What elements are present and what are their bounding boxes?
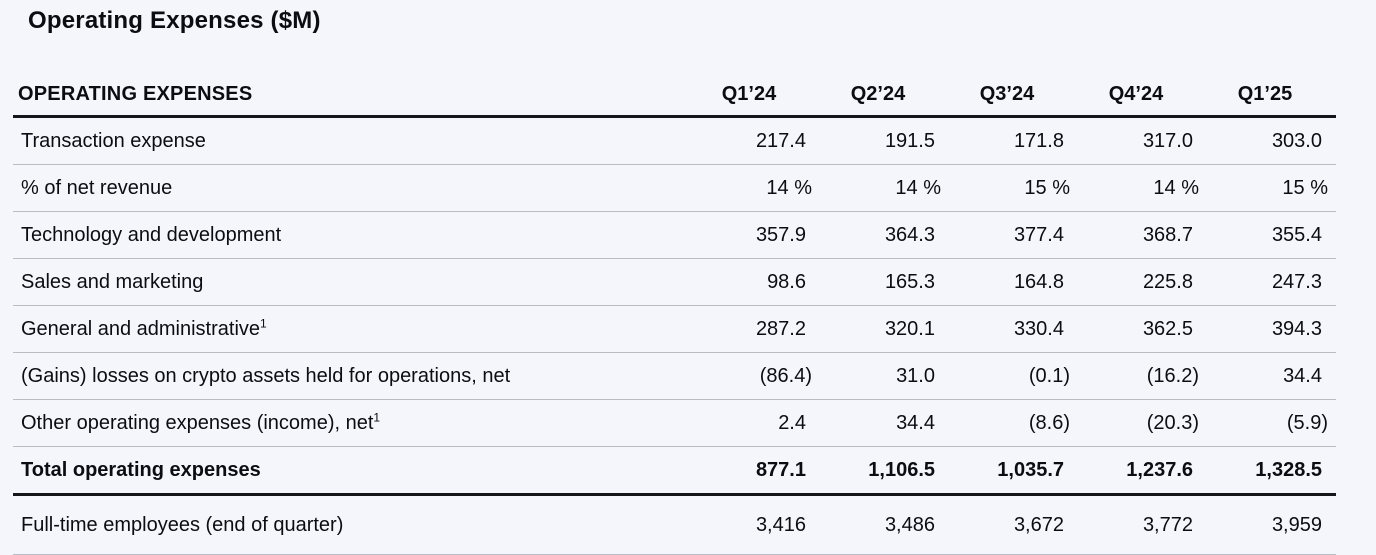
value-cell: (86.4)	[759, 364, 812, 387]
value-cell: 191.5	[884, 129, 935, 152]
value-cell: 15 %	[1282, 176, 1328, 199]
value-cell: 877.1	[755, 458, 806, 481]
value-cell: 1,035.7	[997, 458, 1064, 481]
value-cell: 362.5	[1142, 317, 1193, 340]
table-row: Total operating expenses 877.1 1,106.5 1,03…	[13, 447, 1336, 495]
value-cell: 394.3	[1271, 317, 1322, 340]
row-label: % of net revenue	[21, 176, 173, 199]
table-body: Transaction expense 217.4 191.5 171.8 317.0 3…	[13, 117, 1336, 555]
value-cell: 3,486	[884, 513, 935, 536]
value-cell: 14 %	[1153, 176, 1199, 199]
table-row: General and administrative1 287.2 320.1 330…	[13, 306, 1336, 353]
value-cell: 3,672	[1013, 513, 1064, 536]
value-cell: 247.3	[1271, 270, 1322, 293]
table-row: Technology and development 357.9 364.3 377.…	[13, 212, 1336, 259]
column-header-q1-24: Q1’24	[721, 82, 777, 105]
operating-expenses-table: OPERATING EXPENSES Q1’24 Q2’24 Q3’24 Q4’…	[13, 73, 1336, 555]
value-cell: 364.3	[884, 223, 935, 246]
row-label: Other operating expenses (income), net1	[21, 409, 381, 434]
row-label: Full-time employees (end of quarter)	[21, 513, 344, 536]
value-cell: 303.0	[1271, 129, 1322, 152]
table-row: Transaction expense 217.4 191.5 171.8 317.0 3…	[13, 117, 1336, 165]
value-cell: 1,237.6	[1126, 458, 1193, 481]
value-cell: 164.8	[1013, 270, 1064, 293]
footnote-marker: 1	[373, 409, 381, 424]
table-header-label: OPERATING EXPENSES	[18, 82, 253, 105]
value-cell: 217.4	[755, 129, 806, 152]
row-label: (Gains) losses on crypto assets held for…	[21, 364, 511, 387]
value-cell: 355.4	[1271, 223, 1322, 246]
row-label: Sales and marketing	[21, 270, 204, 293]
value-cell: 320.1	[884, 317, 935, 340]
value-cell: 98.6	[767, 270, 806, 293]
table-row: (Gains) losses on crypto assets held for…	[13, 353, 1336, 400]
row-label: Technology and development	[21, 223, 282, 246]
column-header-q1-25: Q1’25	[1237, 82, 1293, 105]
value-cell: 34.4	[1283, 364, 1322, 387]
value-cell: (20.3)	[1146, 411, 1199, 434]
value-cell: 357.9	[755, 223, 806, 246]
value-cell: 2.4	[778, 411, 806, 434]
value-cell: 225.8	[1142, 270, 1193, 293]
value-cell: 3,959	[1271, 513, 1322, 536]
value-cell: 368.7	[1142, 223, 1193, 246]
column-header-q4-24: Q4’24	[1108, 82, 1164, 105]
table-row: % of net revenue 14 % 14 % 15 % 14 % 15 %	[13, 165, 1336, 212]
table-header-row: OPERATING EXPENSES Q1’24 Q2’24 Q3’24 Q4’…	[13, 73, 1336, 117]
column-header-q2-24: Q2’24	[850, 82, 906, 105]
page-title: Operating Expenses ($M)	[28, 7, 321, 34]
value-cell: (5.9)	[1286, 411, 1328, 434]
table-row: Full-time employees (end of quarter) 3,41…	[13, 495, 1336, 555]
row-label: General and administrative1	[21, 315, 267, 340]
value-cell: 15 %	[1024, 176, 1070, 199]
value-cell: (16.2)	[1146, 364, 1199, 387]
value-cell: 3,772	[1142, 513, 1193, 536]
value-cell: 165.3	[884, 270, 935, 293]
value-cell: 330.4	[1013, 317, 1064, 340]
value-cell: (0.1)	[1028, 364, 1070, 387]
value-cell: 377.4	[1013, 223, 1064, 246]
column-header-q3-24: Q3’24	[979, 82, 1035, 105]
value-cell: 3,416	[755, 513, 806, 536]
footnote-marker: 1	[260, 315, 267, 330]
table-row: Sales and marketing 98.6 165.3 164.8 225.8 24…	[13, 259, 1336, 306]
value-cell: 171.8	[1013, 129, 1064, 152]
table-row: Other operating expenses (income), net1 2…	[13, 400, 1336, 447]
value-cell: 1,328.5	[1255, 458, 1322, 481]
value-cell: 34.4	[896, 411, 935, 434]
value-cell: 14 %	[766, 176, 812, 199]
value-cell: 31.0	[896, 364, 935, 387]
value-cell: 1,106.5	[868, 458, 935, 481]
value-cell: (8.6)	[1028, 411, 1070, 434]
value-cell: 14 %	[895, 176, 941, 199]
row-label: Transaction expense	[21, 129, 206, 152]
value-cell: 317.0	[1142, 129, 1193, 152]
value-cell: 287.2	[755, 317, 806, 340]
row-label: Total operating expenses	[21, 458, 261, 481]
